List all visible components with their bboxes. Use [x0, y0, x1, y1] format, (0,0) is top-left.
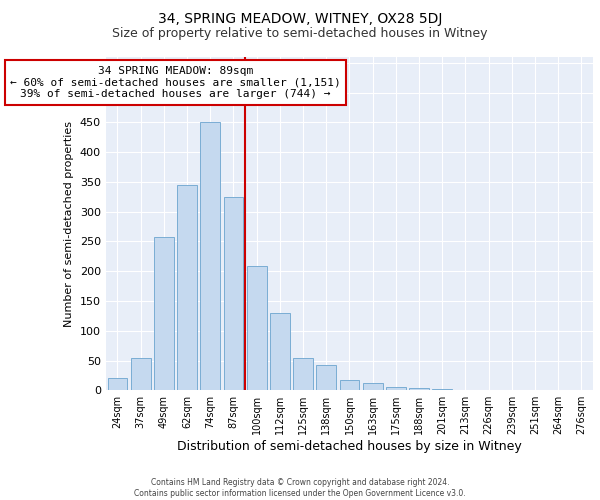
Bar [340, 380, 359, 390]
Bar [386, 388, 406, 390]
Y-axis label: Number of semi-detached properties: Number of semi-detached properties [64, 120, 74, 326]
Bar [224, 197, 244, 390]
Bar [131, 358, 151, 390]
Text: Contains HM Land Registry data © Crown copyright and database right 2024.
Contai: Contains HM Land Registry data © Crown c… [134, 478, 466, 498]
Bar [247, 266, 266, 390]
Bar [409, 388, 429, 390]
Bar [363, 383, 383, 390]
Text: 34, SPRING MEADOW, WITNEY, OX28 5DJ: 34, SPRING MEADOW, WITNEY, OX28 5DJ [158, 12, 442, 26]
Bar [107, 378, 127, 390]
X-axis label: Distribution of semi-detached houses by size in Witney: Distribution of semi-detached houses by … [177, 440, 522, 453]
Bar [270, 313, 290, 390]
Bar [293, 358, 313, 390]
Bar [433, 389, 452, 390]
Text: Size of property relative to semi-detached houses in Witney: Size of property relative to semi-detach… [112, 28, 488, 40]
Bar [200, 122, 220, 390]
Bar [154, 236, 174, 390]
Bar [177, 185, 197, 390]
Text: 34 SPRING MEADOW: 89sqm
← 60% of semi-detached houses are smaller (1,151)
39% of: 34 SPRING MEADOW: 89sqm ← 60% of semi-de… [10, 66, 341, 99]
Bar [316, 366, 336, 390]
